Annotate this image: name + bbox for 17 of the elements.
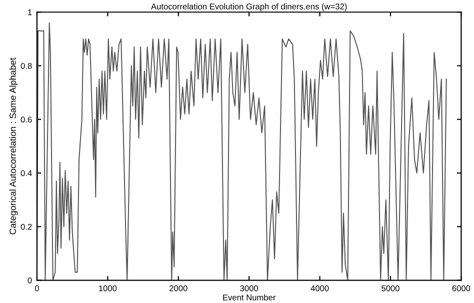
y-tick-label: 0.6 [20,116,32,122]
x-tick-label: 6000 [452,285,470,292]
x-tick-label: 3000 [240,285,258,292]
x-tick-label: 2000 [170,285,188,292]
y-tick-label: 1 [28,9,32,16]
x-tick-label: 4000 [310,285,329,292]
x-tick-label: 0 [34,285,39,292]
x-axis-title: Event Number [223,294,276,300]
y-tick-label: 0.8 [20,62,32,69]
y-tick-label: 0.4 [20,170,32,176]
y-tick-label: 0 [28,277,32,284]
x-tick-label: 5000 [382,285,400,292]
chart-title: Autocorrelation Evolution Graph of diners.ens (w=32) [151,3,347,12]
line-series [36,22,447,280]
x-tick-label: 1000 [99,285,117,292]
y-tick-label: 0.2 [20,224,32,230]
y-axis-title: Categorical Autocorrelation : Same Alphabet [9,58,18,234]
